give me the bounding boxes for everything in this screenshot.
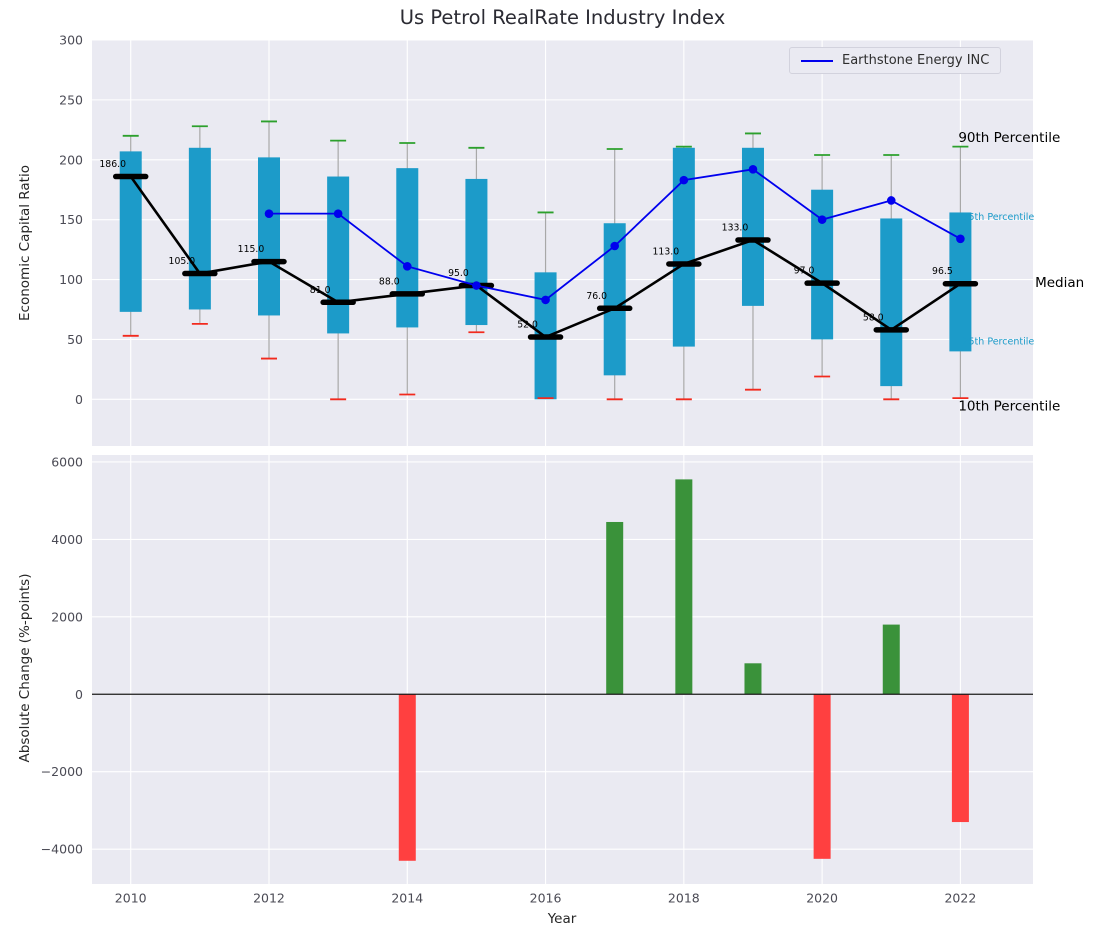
median-label-2021: 58.0 [863,312,884,323]
bar-2019 [744,663,762,695]
annotation-median: Median [1035,275,1084,291]
xtick-2014: 2014 [391,891,423,906]
company-marker-2022 [956,234,965,244]
bottom-y-axis-label: Absolute Change (%-points) [17,573,33,763]
box-2019 [741,147,764,306]
xtick-2012: 2012 [253,891,285,906]
top-ytick-100: 100 [59,272,83,287]
chart-title: Us Petrol RealRate Industry Index [399,6,726,29]
bar-2022 [951,694,969,823]
company-marker-2020 [817,215,827,224]
median-label-2015: 95.0 [448,268,469,279]
top-ytick-150: 150 [59,212,83,227]
top-plot-background [92,40,1033,446]
xtick-2022: 2022 [944,891,976,906]
box-2018 [672,147,695,347]
annotation-25th-percentile: 25th Percentile [962,336,1034,347]
xtick-2010: 2010 [115,891,147,906]
bar-2018 [675,479,693,695]
median-label-2018: 113.0 [653,246,680,257]
top-ytick-300: 300 [59,33,83,48]
box-2012 [257,157,280,316]
company-marker-2018 [679,175,689,185]
change-bars [398,479,969,861]
median-label-2013: 81.0 [310,285,331,296]
percentile-annotations: 90th Percentile 75th Percentile Median 25th… [958,130,1084,414]
bottom-ytick-6000: 6000 [51,454,83,469]
median-series [112,173,979,340]
top-ytick-250: 250 [59,92,83,107]
company-marker-2015 [472,281,481,290]
company-marker-2013 [333,209,343,218]
median-label-2012: 115.0 [238,244,265,255]
median-label-2016: 52.0 [517,320,538,331]
xtick-2016: 2016 [530,891,562,906]
annotation-10th-percentile: 10th Percentile [958,398,1060,414]
box-2021 [880,218,903,387]
median-label-2020: 97.0 [794,266,815,277]
company-marker-2019 [748,165,758,174]
median-label-2014: 88.0 [379,276,400,287]
median-value-labels: 186.0 105.0 115.0 81.0 88.0 95.0 52.0 76.0 113.0… [99,159,952,330]
x-axis-label: Year [547,911,577,927]
bottom-ytick-2000: 2000 [51,609,83,624]
bar-2021 [882,624,900,695]
box-2020 [811,189,834,340]
xtick-2020: 2020 [806,891,838,906]
median-label-2017: 76.0 [586,291,607,302]
annotation-90th-percentile: 90th Percentile [958,130,1060,146]
legend-label: Earthstone Energy INC [842,53,990,68]
bottom-ytick-4000: 4000 [51,532,83,547]
bar-2017 [606,521,624,695]
bar-2020 [813,694,831,859]
box-2015 [465,178,488,326]
box-2010 [119,151,142,312]
legend-line-icon [801,59,833,62]
xtick-2018: 2018 [668,891,700,906]
company-marker-2021 [886,196,896,205]
bottom-ytick-0: 0 [75,687,83,702]
company-marker-2017 [610,241,620,251]
box-2017 [603,223,626,376]
company-series [264,165,965,305]
median-label-2011: 105.0 [169,256,196,267]
annotation-75th-percentile: 75th Percentile [962,212,1034,223]
top-ytick-50: 50 [67,332,83,347]
company-marker-2012 [264,209,274,218]
median-label-2022: 96.5 [932,266,953,277]
company-marker-2016 [541,295,550,305]
top-ytick-200: 200 [59,152,83,167]
bottom-ytick--2000: −2000 [41,764,83,779]
median-label-2019: 133.0 [722,223,749,234]
gridlines [92,39,1033,884]
percentile-boxes [119,120,972,401]
median-label-2010: 186.0 [99,159,126,170]
top-ytick-0: 0 [75,392,83,407]
box-2011 [188,147,211,310]
bottom-plot-background [92,455,1033,884]
tick-labels: 0 50 100 150 200 250 300 −4000 −2000 0 2000 4000 600… [41,33,977,906]
company-marker-2014 [402,262,412,271]
box-2013 [327,176,350,334]
box-2014 [396,168,419,328]
legend: Earthstone Energy INC [789,47,1002,74]
bar-2014 [398,694,416,861]
bottom-ytick--4000: −4000 [41,842,83,857]
top-y-axis-label: Economic Capital Ratio [17,165,33,321]
